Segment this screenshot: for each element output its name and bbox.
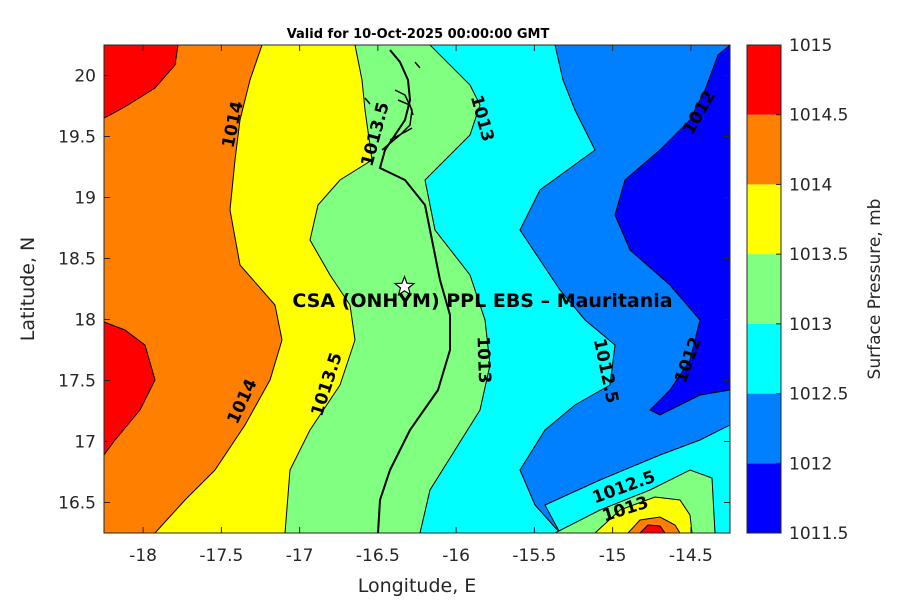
colorbar-swatch <box>747 463 781 533</box>
x-tick-label: -16.5 <box>356 546 400 566</box>
colorbar-swatch <box>747 323 781 394</box>
y-tick-label: 18 <box>74 311 96 331</box>
contour-plot-area <box>104 45 730 533</box>
band-1014-5-nw <box>104 45 179 119</box>
colorbar-tick-label: 1013 <box>789 315 832 335</box>
chart-title: Valid for 10-Oct-2025 00:00:00 GMT <box>287 27 550 42</box>
coastal-islands <box>364 61 421 151</box>
colorbar-swatch <box>747 45 781 115</box>
x-tick-label: -17 <box>286 546 314 566</box>
y-axis-ticks: 16.5 17 17.5 18 18.5 19 19.5 20 <box>58 67 730 514</box>
colorbar-swatch <box>747 184 781 255</box>
x-tick-label: -14.5 <box>669 546 713 566</box>
x-tick-label: -15 <box>599 546 627 566</box>
x-tick-label: -15.5 <box>512 546 556 566</box>
x-tick-label: -16 <box>442 546 470 566</box>
colorbar-title: Surface Pressure, mb <box>865 199 885 380</box>
coastline <box>377 49 451 533</box>
band-1014-5-se <box>639 524 666 533</box>
colorbar-tick-label: 1013.5 <box>789 245 848 265</box>
colorbar-frame <box>746 44 782 534</box>
colorbar-tick-label: 1014 <box>789 175 832 195</box>
colorbar-swatch <box>747 114 781 185</box>
y-tick-label: 19 <box>74 189 96 209</box>
y-tick-label: 16.5 <box>58 494 96 514</box>
x-tick-label: -17.5 <box>199 546 243 566</box>
colorbar: 1011.5 1012 1012.5 1013 1013.5 1014 1014.5 1015 <box>746 36 848 544</box>
y-tick-label: 17 <box>74 433 96 453</box>
y-axis-title: Latitude, N <box>17 237 39 342</box>
band-1014-5-w <box>104 321 156 456</box>
plot-frame <box>103 44 731 534</box>
colorbar-tick-label: 1012.5 <box>789 385 848 405</box>
colorbar-tick-label: 1011.5 <box>789 524 848 544</box>
band-below-1012 <box>614 45 730 416</box>
x-tick-label: -18 <box>129 546 157 566</box>
site-marker-layer <box>393 274 416 297</box>
y-tick-label: 18.5 <box>58 250 96 270</box>
colorbar-tick-label: 1015 <box>789 36 832 56</box>
x-axis-ticks: -18 -17.5 -17 -16.5 -16 -15.5 -15 -14.5 <box>129 45 713 566</box>
site-annotation: CSA (ONHYM) PPL EBS – Mauritania <box>292 290 672 312</box>
colorbar-tick-label: 1014.5 <box>789 106 848 126</box>
band-1014 <box>104 45 283 533</box>
x-axis-title: Longitude, E <box>358 575 477 597</box>
colorbar-swatch <box>747 393 781 464</box>
contour-label: 1013 <box>472 336 494 384</box>
y-tick-label: 20 <box>74 67 96 87</box>
y-tick-label: 19.5 <box>58 128 96 148</box>
site-star-marker <box>393 274 416 297</box>
colorbar-swatch <box>747 254 781 324</box>
colorbar-tick-label: 1012 <box>789 454 832 474</box>
y-tick-label: 17.5 <box>58 372 96 392</box>
